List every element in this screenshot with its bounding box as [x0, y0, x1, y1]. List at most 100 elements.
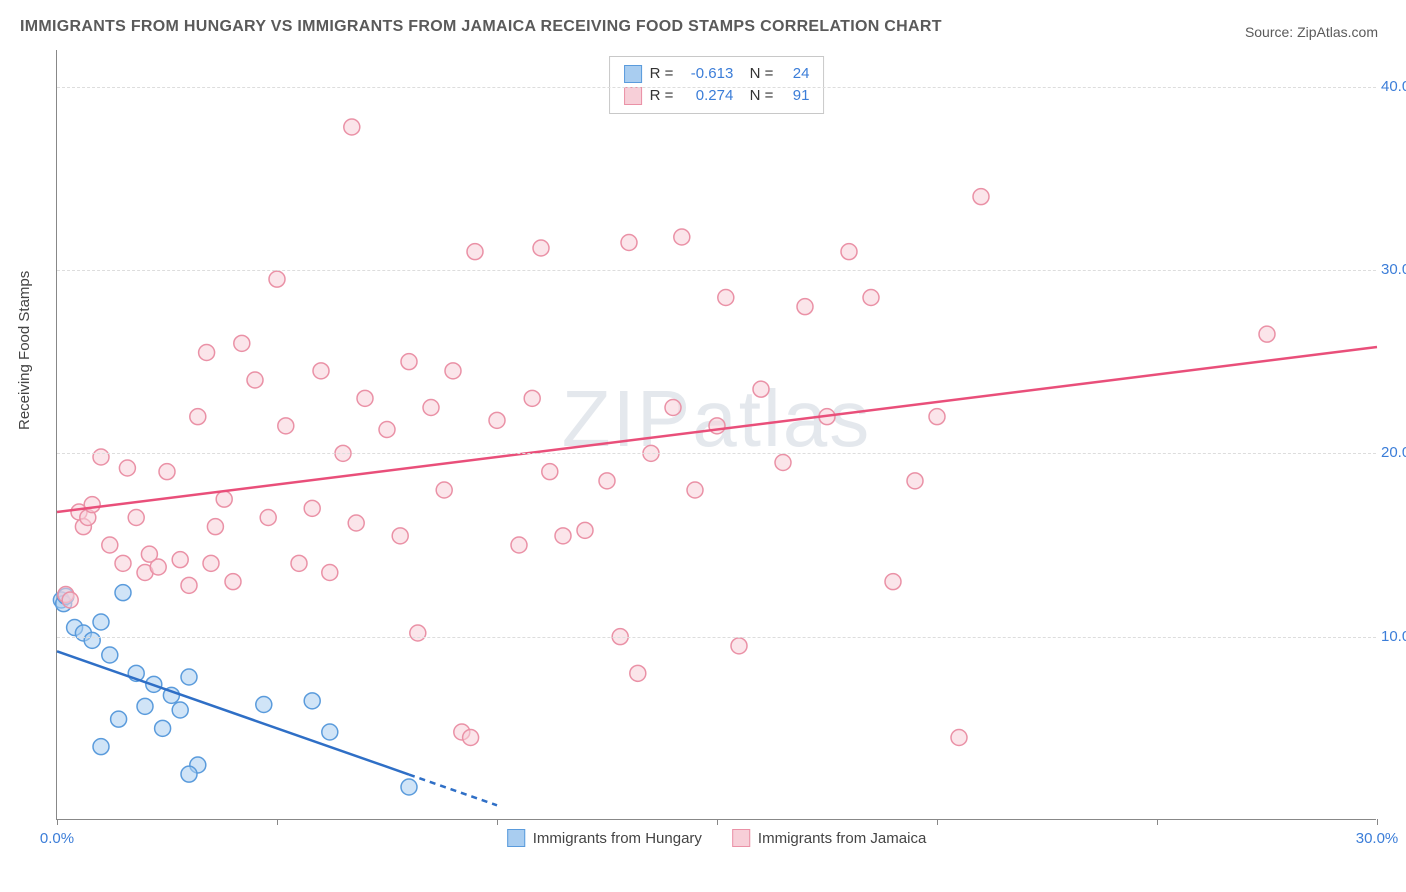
x-tick	[1377, 819, 1378, 825]
data-point	[753, 381, 769, 397]
stat-r-label: R =	[650, 63, 674, 85]
data-point	[181, 669, 197, 685]
data-point	[731, 638, 747, 654]
legend-label: Immigrants from Jamaica	[758, 830, 926, 847]
data-point	[199, 345, 215, 361]
data-point	[973, 189, 989, 205]
legend-swatch	[732, 829, 750, 847]
y-axis-label: Receiving Food Stamps	[16, 271, 33, 430]
data-point	[84, 632, 100, 648]
data-point	[463, 730, 479, 746]
x-tick	[717, 819, 718, 825]
data-point	[555, 528, 571, 544]
stat-r-value: 0.274	[681, 85, 733, 107]
data-point	[150, 559, 166, 575]
data-point	[278, 418, 294, 434]
data-point	[216, 491, 232, 507]
data-point	[665, 400, 681, 416]
data-point	[674, 229, 690, 245]
data-point	[841, 244, 857, 260]
data-point	[533, 240, 549, 256]
data-point	[630, 665, 646, 681]
x-tick	[937, 819, 938, 825]
data-point	[392, 528, 408, 544]
data-point	[489, 412, 505, 428]
data-point	[291, 555, 307, 571]
data-point	[467, 244, 483, 260]
data-point	[62, 592, 78, 608]
data-point	[599, 473, 615, 489]
data-point	[401, 354, 417, 370]
data-point	[172, 702, 188, 718]
data-point	[621, 235, 637, 251]
legend-swatch	[624, 87, 642, 105]
data-point	[410, 625, 426, 641]
source-link[interactable]: ZipAtlas.com	[1297, 24, 1378, 40]
data-point	[304, 693, 320, 709]
data-point	[322, 724, 338, 740]
data-point	[577, 522, 593, 538]
gridline	[57, 637, 1376, 638]
data-point	[775, 455, 791, 471]
data-point	[863, 290, 879, 306]
data-point	[84, 497, 100, 513]
legend-swatch	[624, 65, 642, 83]
series-legend: Immigrants from Hungary Immigrants from J…	[507, 829, 927, 847]
gridline	[57, 453, 1376, 454]
stat-n-label: N =	[741, 85, 773, 107]
x-tick-label: 0.0%	[40, 830, 74, 847]
data-point	[379, 422, 395, 438]
data-point	[93, 614, 109, 630]
data-point	[260, 510, 276, 526]
plot-area: ZIPatlas R = -0.613 N = 24R = 0.274 N = …	[56, 50, 1376, 820]
data-point	[137, 698, 153, 714]
data-point	[445, 363, 461, 379]
data-point	[357, 390, 373, 406]
data-point	[885, 574, 901, 590]
data-point	[234, 335, 250, 351]
x-tick	[497, 819, 498, 825]
legend-stat-row: R = 0.274 N = 91	[624, 85, 810, 107]
data-point	[436, 482, 452, 498]
y-tick-label: 40.0%	[1381, 78, 1406, 95]
trend-line	[57, 651, 409, 774]
data-point	[929, 409, 945, 425]
stat-n-label: N =	[741, 63, 773, 85]
data-point	[115, 555, 131, 571]
trend-line-dashed	[409, 775, 497, 806]
data-point	[1259, 326, 1275, 342]
data-point	[159, 464, 175, 480]
legend-label: Immigrants from Hungary	[533, 830, 702, 847]
data-point	[203, 555, 219, 571]
data-point	[181, 577, 197, 593]
x-tick	[277, 819, 278, 825]
data-point	[207, 519, 223, 535]
data-point	[423, 400, 439, 416]
data-point	[524, 390, 540, 406]
stat-r-label: R =	[650, 85, 674, 107]
data-point	[344, 119, 360, 135]
stat-r-value: -0.613	[681, 63, 733, 85]
gridline	[57, 270, 1376, 271]
source-prefix: Source:	[1245, 24, 1297, 40]
data-point	[93, 739, 109, 755]
data-point	[256, 697, 272, 713]
data-point	[304, 500, 320, 516]
chart-container: IMMIGRANTS FROM HUNGARY VS IMMIGRANTS FR…	[0, 0, 1406, 892]
data-point	[542, 464, 558, 480]
data-point	[322, 565, 338, 581]
data-point	[111, 711, 127, 727]
x-tick	[57, 819, 58, 825]
data-point	[119, 460, 135, 476]
data-point	[348, 515, 364, 531]
data-point	[128, 510, 144, 526]
data-point	[687, 482, 703, 498]
data-point	[401, 779, 417, 795]
data-point	[190, 409, 206, 425]
scatter-plot-svg	[57, 50, 1376, 819]
legend-stat-row: R = -0.613 N = 24	[624, 63, 810, 85]
data-point	[907, 473, 923, 489]
y-tick-label: 20.0%	[1381, 444, 1406, 461]
y-tick-label: 10.0%	[1381, 628, 1406, 645]
data-point	[93, 449, 109, 465]
